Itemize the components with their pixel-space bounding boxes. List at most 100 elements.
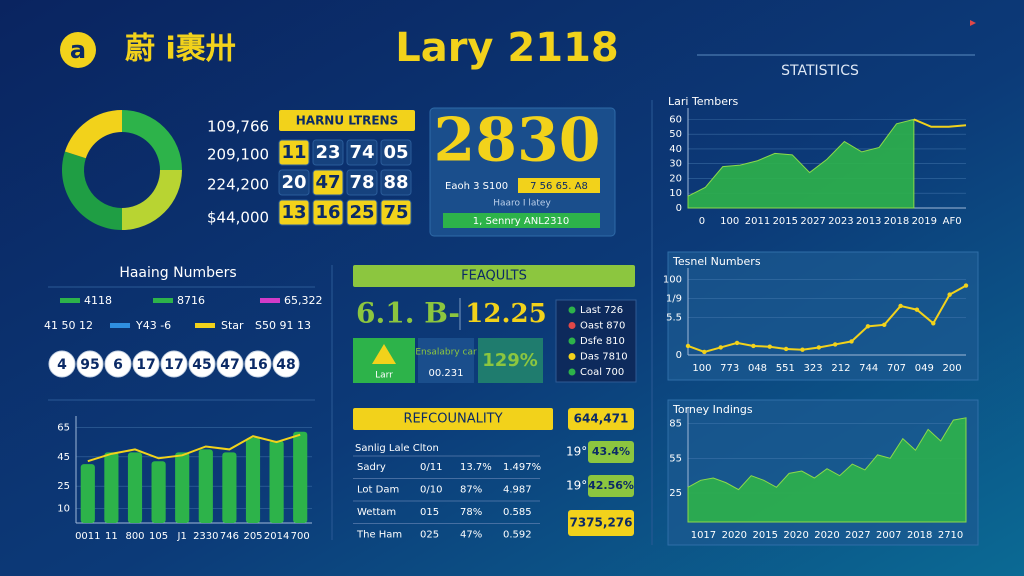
row-label: Y43 -6 (135, 319, 171, 332)
number-cell (346, 199, 378, 226)
ball (244, 350, 272, 378)
x-tick-label: 2015 (773, 216, 798, 227)
legend-dot (568, 368, 576, 376)
table-cell: 0.592 (503, 530, 532, 541)
legend-swatch (60, 298, 80, 303)
badge (443, 213, 600, 228)
x-tick-label: 800 (125, 531, 144, 542)
bar (80, 464, 95, 523)
badge (568, 408, 634, 430)
point (702, 349, 707, 355)
area (687, 417, 967, 523)
bar (222, 452, 237, 523)
bar (127, 452, 143, 523)
table-cell: 015 (420, 507, 439, 518)
legend-dot (568, 353, 576, 360)
y-tick-label: 1/9 (666, 293, 682, 304)
side-value: 644,471 (574, 412, 629, 426)
jackpot-label: 7 56 65. A8 (530, 181, 588, 192)
number: 78 (349, 172, 374, 193)
x-tick-label: 2018 (884, 216, 909, 227)
bar (269, 440, 284, 523)
point (816, 345, 822, 350)
ball-number: 95 (80, 357, 99, 373)
row-label: Star (221, 319, 244, 332)
panel-title: REFCOUNALITY (403, 412, 502, 427)
point (865, 324, 871, 329)
legend-swatch (110, 323, 130, 328)
brand: 蔚 i裹卅 (125, 32, 236, 67)
badge (588, 475, 634, 497)
x-tick-label: 2020 (814, 530, 839, 541)
badge (518, 178, 600, 193)
x-tick-label: J1 (177, 531, 187, 542)
ball-number: 17 (136, 357, 155, 373)
point (914, 307, 920, 312)
panel (429, 107, 616, 237)
x-tick-label: 773 (720, 363, 739, 374)
ball-number: 47 (220, 357, 239, 373)
ball (76, 350, 104, 378)
legend-label: 8716 (177, 294, 205, 307)
donut-label: 109,766 (207, 118, 269, 136)
legend-dot (568, 306, 576, 314)
legend-label: Das 7810 (580, 352, 628, 363)
y-tick-label: 5.5 (666, 312, 682, 323)
x-tick-label: 11 (105, 531, 118, 542)
x-tick-label: 205 (243, 531, 262, 542)
badge (588, 441, 634, 463)
x-tick-label: 100 (692, 363, 711, 374)
point (718, 345, 723, 350)
panel-title: FEAQULTS (461, 269, 527, 284)
table-cell: 87% (460, 485, 482, 496)
area (687, 118, 915, 209)
x-tick-label: 1017 (691, 530, 716, 541)
x-tick-label: 323 (804, 363, 823, 374)
side-value: 7375,276 (569, 516, 632, 530)
legend-dot (568, 322, 576, 329)
donut-segment (64, 110, 122, 159)
point (734, 340, 740, 346)
number-cell (380, 169, 412, 196)
jackpot-label: 1, Sennry ANL2310 (473, 216, 569, 227)
point (882, 322, 887, 328)
bar (175, 452, 190, 523)
x-tick-label: 048 (748, 363, 767, 374)
x-tick-label: 2023 (828, 216, 853, 227)
x-tick-label: 2007 (876, 530, 901, 541)
bar (293, 431, 308, 523)
y-tick-label: 85 (669, 419, 682, 430)
legend-label: Last 726 (580, 305, 623, 316)
ball-number: 16 (248, 357, 267, 373)
y-tick-label: 0 (676, 350, 682, 361)
legend-label: Coal 700 (580, 367, 624, 378)
number-cell (312, 199, 344, 226)
point (898, 303, 903, 309)
chart-title: Tesnel Numbers (672, 255, 761, 268)
box-value: 00.231 (429, 368, 464, 379)
x-tick-label: 0 (699, 216, 705, 227)
table-cell: Wettam (357, 507, 396, 518)
panel-header (279, 110, 415, 131)
x-tick-label: 744 (859, 363, 878, 374)
legend-swatch (260, 298, 280, 303)
chart-title: Lari Tembers (668, 95, 739, 108)
side-value: 43.4% (592, 445, 630, 458)
point (832, 342, 838, 347)
table-cell: 0.585 (503, 507, 532, 518)
x-tick-label: 2027 (800, 216, 825, 227)
ball (188, 350, 216, 378)
x-tick-label: 2011 (745, 216, 770, 227)
x-tick-label: 2019 (912, 216, 937, 227)
y-tick-label: 20 (669, 173, 682, 184)
y-tick-label: 10 (57, 503, 70, 514)
icon (372, 344, 396, 364)
point (849, 339, 854, 344)
table-cell: Lot Dam (357, 485, 399, 496)
donut-segment (122, 110, 182, 170)
x-tick-label: 2020 (783, 530, 808, 541)
content: 109,766 209,100 224,200 $44,000 HARNU LTRENS… (44, 95, 979, 546)
point (783, 346, 789, 352)
logo-text: a (70, 36, 86, 64)
